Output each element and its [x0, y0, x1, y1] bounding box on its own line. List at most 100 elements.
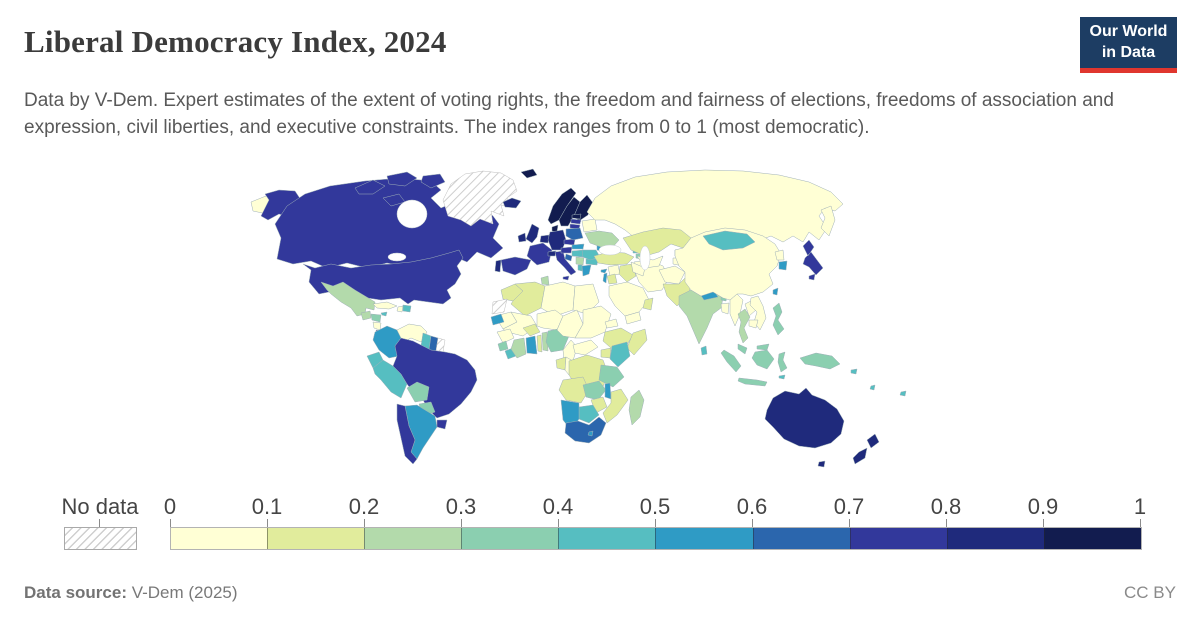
- country-libya[interactable]: [540, 281, 576, 317]
- country-israel[interactable]: [602, 272, 608, 284]
- country-peru[interactable]: [372, 359, 408, 399]
- country-svalbard[interactable]: [520, 168, 538, 179]
- country-jordan[interactable]: [606, 273, 618, 285]
- legend-bin-6[interactable]: [752, 528, 850, 549]
- country-gabon[interactable]: [555, 356, 567, 371]
- country-saudi-arabia[interactable]: [608, 281, 650, 317]
- country-zambia[interactable]: [582, 380, 607, 401]
- owid-logo[interactable]: Our World in Data: [1080, 17, 1177, 73]
- country-afghanistan[interactable]: [658, 265, 686, 285]
- country-norway[interactable]: [547, 187, 577, 225]
- country-sudan[interactable]: [574, 305, 612, 339]
- country-mongolia[interactable]: [702, 230, 756, 251]
- legend-no-data-swatch[interactable]: [64, 527, 137, 550]
- legend-bin-8[interactable]: [946, 528, 1044, 549]
- country-south-africa[interactable]: [564, 416, 607, 444]
- country-indonesia[interactable]: [720, 349, 788, 387]
- country-tunisia[interactable]: [540, 275, 550, 286]
- country-taiwan[interactable]: [772, 287, 779, 296]
- country-ivory-coast[interactable]: [510, 337, 527, 359]
- country-serbia[interactable]: [575, 256, 585, 266]
- country-japan[interactable]: [802, 239, 824, 281]
- country-bangladesh[interactable]: [720, 302, 730, 315]
- country-cyprus[interactable]: [600, 268, 608, 274]
- country-albania[interactable]: [577, 264, 583, 272]
- country-fiji[interactable]: [899, 390, 907, 397]
- legend-bin-3[interactable]: [461, 528, 559, 549]
- legend-bin-7[interactable]: [849, 528, 947, 549]
- country-germany[interactable]: [547, 229, 567, 251]
- country-portugal[interactable]: [494, 259, 502, 273]
- country-bolivia[interactable]: [406, 381, 430, 403]
- country-angola[interactable]: [558, 376, 590, 404]
- country-sri-lanka[interactable]: [700, 345, 708, 356]
- country-western-sahara[interactable]: [491, 298, 508, 315]
- country-sierra-leone[interactable]: [497, 340, 509, 352]
- country-togo[interactable]: [536, 334, 543, 353]
- legend-bin-5[interactable]: [655, 528, 753, 549]
- country-france[interactable]: [526, 242, 553, 266]
- country-central-african-republic[interactable]: [572, 339, 599, 356]
- country-vanuatu[interactable]: [869, 384, 876, 391]
- country-vietnam[interactable]: [749, 295, 767, 331]
- country-dominican-republic[interactable]: [402, 304, 412, 313]
- country-haiti[interactable]: [396, 305, 404, 313]
- country-australia[interactable]: [764, 387, 845, 449]
- country-slovakia[interactable]: [571, 243, 585, 250]
- country-tanzania[interactable]: [598, 364, 625, 388]
- country-cuba[interactable]: [372, 301, 398, 310]
- country-ghana[interactable]: [525, 335, 538, 355]
- country-burkina-faso[interactable]: [522, 323, 541, 337]
- country-croatia[interactable]: [564, 253, 573, 262]
- country-spain[interactable]: [500, 256, 532, 276]
- country-south-korea[interactable]: [778, 260, 788, 271]
- legend-bin-2[interactable]: [364, 528, 462, 549]
- country-canada-arctic-islands[interactable]: [354, 171, 446, 207]
- country-switzerland[interactable]: [547, 250, 557, 257]
- country-mexico[interactable]: [320, 281, 376, 317]
- country-poland[interactable]: [565, 227, 584, 241]
- country-estonia[interactable]: [571, 213, 582, 220]
- legend-bin-9[interactable]: [1043, 528, 1141, 549]
- country-eritrea[interactable]: [604, 318, 619, 329]
- country-low-countries[interactable]: [539, 234, 550, 244]
- country-benin[interactable]: [541, 331, 549, 352]
- country-ukraine[interactable]: [584, 230, 620, 249]
- country-senegal[interactable]: [490, 313, 505, 326]
- country-kenya[interactable]: [609, 341, 631, 368]
- country-ireland[interactable]: [517, 232, 527, 243]
- country-nicaragua[interactable]: [372, 321, 382, 331]
- country-australia-tasmania[interactable]: [817, 460, 826, 468]
- legend-bin-0[interactable]: [171, 528, 268, 549]
- country-turkmenistan[interactable]: [630, 261, 646, 277]
- country-united-kingdom[interactable]: [525, 223, 540, 244]
- country-north-korea[interactable]: [774, 249, 785, 261]
- legend-color-bar[interactable]: [170, 527, 1142, 550]
- license-link[interactable]: CC BY: [1124, 583, 1176, 602]
- country-italy[interactable]: [554, 250, 577, 281]
- country-east-timor[interactable]: [778, 374, 786, 380]
- country-lesotho[interactable]: [587, 430, 594, 437]
- country-thailand[interactable]: [737, 308, 751, 344]
- country-guinea[interactable]: [496, 328, 515, 344]
- country-jamaica[interactable]: [380, 311, 388, 317]
- country-cambodia[interactable]: [748, 319, 759, 329]
- country-brazil[interactable]: [392, 337, 478, 419]
- country-iceland[interactable]: [502, 197, 522, 209]
- country-belarus[interactable]: [581, 218, 598, 233]
- country-solomon-islands[interactable]: [850, 368, 858, 375]
- country-somalia[interactable]: [626, 328, 648, 356]
- country-latvia[interactable]: [570, 218, 582, 225]
- country-guatemala[interactable]: [360, 310, 372, 321]
- country-malawi[interactable]: [604, 382, 612, 400]
- country-madagascar[interactable]: [628, 389, 645, 426]
- country-oman[interactable]: [642, 297, 654, 311]
- country-mozambique[interactable]: [602, 388, 629, 424]
- legend-bin-4[interactable]: [558, 528, 656, 549]
- country-new-zealand[interactable]: [852, 433, 880, 465]
- country-yemen[interactable]: [624, 311, 642, 325]
- country-russia-kamchatka[interactable]: [820, 205, 836, 237]
- country-uruguay[interactable]: [436, 419, 448, 430]
- legend-bin-1[interactable]: [267, 528, 365, 549]
- country-chile[interactable]: [396, 403, 418, 465]
